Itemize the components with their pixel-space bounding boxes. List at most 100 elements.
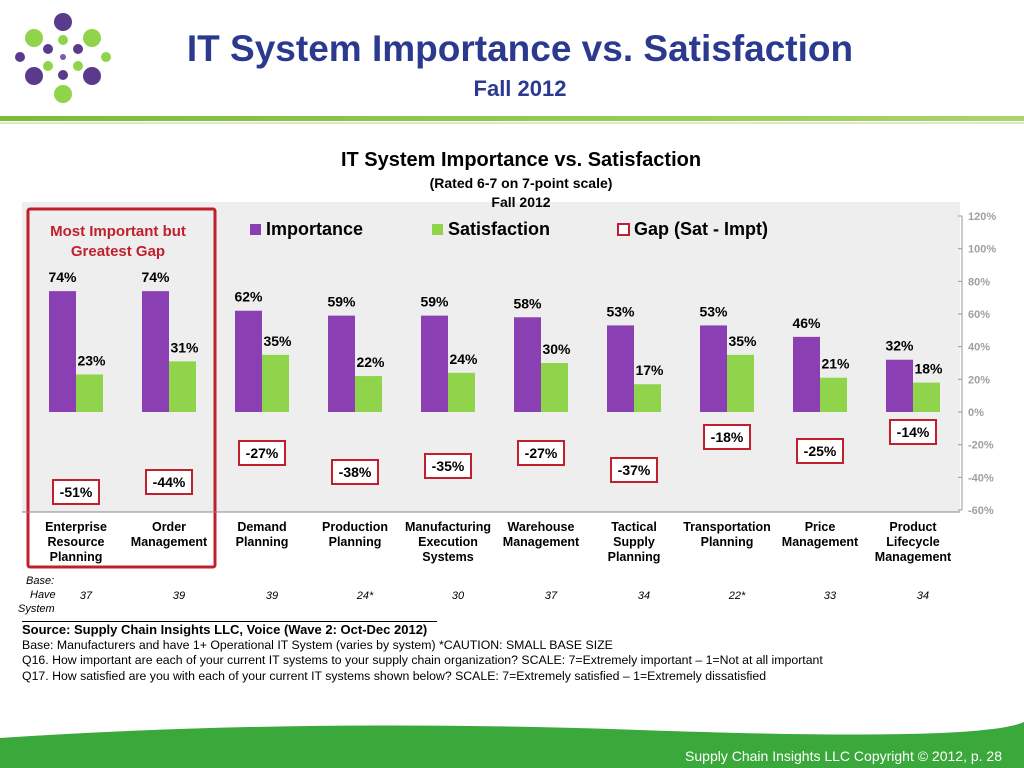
category-label: Management [131, 535, 208, 549]
y-tick-label: -60% [968, 505, 994, 517]
notes-block: Source: Supply Chain Insights LLC, Voice… [22, 622, 922, 684]
category-label: Management [875, 550, 952, 564]
category-label: Lifecycle [886, 535, 940, 549]
footer-band [0, 722, 1024, 768]
category-label: Tactical [611, 520, 657, 534]
category-label: Planning [236, 535, 289, 549]
importance-bar [886, 359, 913, 412]
importance-value-label: 58% [513, 295, 542, 311]
importance-value-label: 74% [141, 269, 170, 285]
chart-subtitle-2: Fall 2012 [491, 194, 550, 210]
category-label: Planning [608, 550, 661, 564]
y-tick-label: 20% [968, 374, 990, 386]
importance-satisfaction-chart: IT System Importance vs. Satisfaction (R… [18, 149, 996, 615]
gap-value-label: -35% [432, 458, 465, 474]
category-label: Planning [329, 535, 382, 549]
importance-bar [49, 291, 76, 412]
satisfaction-value-label: 21% [821, 356, 850, 372]
satisfaction-bar [913, 382, 940, 412]
importance-bar [421, 315, 448, 412]
category-label: Manufacturing [405, 520, 491, 534]
category-label: Product [889, 520, 937, 534]
base-label: Base: [26, 575, 54, 587]
importance-value-label: 62% [234, 289, 263, 305]
chart-subtitle: (Rated 6-7 on 7-point scale) [430, 175, 613, 191]
category-label: Supply [613, 535, 655, 549]
gap-box [889, 419, 937, 445]
base-value: 22* [728, 590, 746, 602]
satisfaction-value-label: 35% [263, 333, 292, 349]
satisfaction-bar [262, 354, 289, 412]
satisfaction-value-label: 30% [542, 341, 571, 357]
category-label: Execution [418, 535, 478, 549]
satisfaction-bar [727, 354, 754, 412]
satisfaction-value-label: 31% [170, 339, 199, 355]
base-value: 37 [545, 590, 558, 602]
base-value: 33 [824, 590, 837, 602]
importance-bar [700, 325, 727, 412]
satisfaction-bar [355, 376, 382, 412]
category-label: Resource [48, 535, 105, 549]
logo-dots-icon [15, 13, 111, 103]
category-label: Price [805, 520, 836, 534]
satisfaction-bar [169, 361, 196, 412]
gap-box [145, 469, 193, 495]
importance-value-label: 53% [699, 303, 728, 319]
gap-value-label: -38% [339, 464, 372, 480]
legend-importance-swatch [250, 224, 261, 235]
gap-box [52, 479, 100, 505]
satisfaction-value-label: 18% [914, 361, 943, 377]
callout-text-line-2: Greatest Gap [71, 243, 165, 260]
gap-value-label: -37% [618, 462, 651, 478]
legend-gap-label: Gap (Sat - Impt) [634, 219, 768, 239]
y-tick-label: -20% [968, 440, 994, 452]
category-labels: EnterpriseResourcePlanningOrderManagemen… [45, 520, 952, 564]
gap-value-label: -14% [897, 424, 930, 440]
notes-divider [22, 621, 437, 622]
gap-box [610, 457, 658, 483]
satisfaction-bar [448, 372, 475, 412]
importance-value-label: 59% [327, 294, 356, 310]
satisfaction-value-label: 22% [356, 354, 385, 370]
satisfaction-bar [76, 374, 103, 412]
footer-copyright: Supply Chain Insights LLC Copyright © 20… [685, 748, 1002, 764]
category-label: Production [322, 520, 388, 534]
category-label: Demand [237, 520, 286, 534]
importance-bar [607, 325, 634, 412]
category-label: Systems [422, 550, 473, 564]
base-label: System [18, 603, 55, 615]
satisfaction-bar [541, 363, 568, 412]
gap-box [517, 440, 565, 466]
legend-importance-label: Importance [266, 219, 363, 239]
category-label: Transportation [683, 520, 771, 534]
base-label: Have [30, 589, 56, 601]
importance-bar [142, 291, 169, 412]
category-label: Planning [701, 535, 754, 549]
gap-value-label: -25% [804, 443, 837, 459]
gap-box [331, 459, 379, 485]
y-axis: -60% -40% -20% 0% 20% 40% 60% 80% 100% 120% [958, 211, 996, 517]
header-divider [0, 116, 1024, 121]
importance-value-label: 32% [885, 338, 914, 354]
y-tick-label: 0% [968, 407, 984, 419]
importance-bar [328, 315, 355, 412]
legend-satisfaction-label: Satisfaction [448, 219, 550, 239]
satisfaction-bar [634, 384, 661, 412]
category-label: Planning [50, 550, 103, 564]
base-value: 39 [173, 590, 185, 602]
gap-box [703, 424, 751, 450]
base-note: Base: Manufacturers and have 1+ Operatio… [22, 637, 613, 652]
gap-value-label: -51% [60, 484, 93, 500]
gap-box [238, 440, 286, 466]
y-tick-label: 120% [968, 211, 996, 223]
base-value: 34 [917, 590, 929, 602]
bars-group: 74% 23% -51% 74% 31% -44% 62% 35% -27% 59% 22% -38%… [22, 269, 960, 513]
q17-note: Q17. How satisfied are you with each of … [22, 668, 767, 683]
satisfaction-value-label: 35% [728, 333, 757, 349]
y-tick-label: 60% [968, 309, 990, 321]
callout-text-line-1: Most Important but [50, 223, 186, 240]
base-value: 24* [356, 590, 374, 602]
gap-value-label: -27% [246, 445, 279, 461]
category-label: Enterprise [45, 520, 107, 534]
gap-value-label: -18% [711, 429, 744, 445]
